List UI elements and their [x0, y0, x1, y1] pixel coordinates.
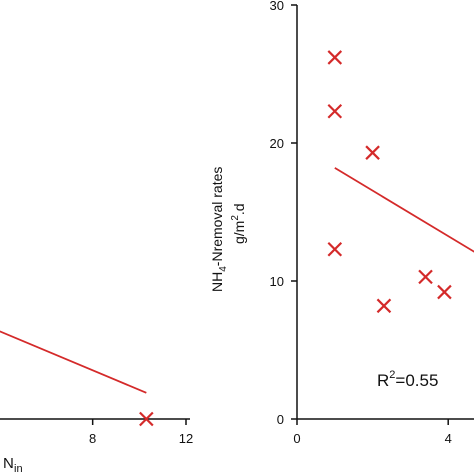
right-y-tick-label: 10: [270, 274, 284, 289]
right-data-point: [327, 103, 343, 119]
right-y-ticks: 0 10 20 30: [270, 0, 297, 427]
left-regression-line: [0, 330, 147, 394]
right-data-point: [376, 298, 392, 314]
left-x-tick-label: 12: [179, 431, 193, 446]
right-x-tick-label: 4: [445, 431, 452, 446]
r-squared-annotation: R2=0.55: [377, 369, 438, 390]
right-data-point: [327, 241, 343, 257]
right-y-label: NH4-Nremoval rates g/m2.d: [209, 167, 247, 292]
right-regression-line: [334, 167, 474, 253]
left-x-label: N in: [3, 455, 23, 474]
left-x-tick-label: 8: [89, 431, 96, 446]
right-y-label-line2: g/m2.d: [230, 203, 247, 244]
right-data-point: [418, 269, 433, 285]
left-panel: 8 12 N in: [0, 330, 193, 474]
left-x-ticks: 8 12: [89, 419, 193, 446]
right-y-tick-label: 30: [270, 0, 284, 13]
left-data-point: [139, 411, 154, 427]
right-y-label-line1: NH4-Nremoval rates: [209, 167, 229, 292]
right-y-tick-label: 20: [270, 136, 284, 151]
right-y-tick-label: 0: [277, 412, 284, 427]
right-x-tick-label: 0: [293, 431, 300, 446]
right-data-point: [365, 145, 380, 160]
left-fit-line: [0, 330, 147, 394]
right-data-point: [437, 284, 452, 300]
right-data-point: [327, 50, 343, 65]
left-points: [139, 411, 154, 427]
right-fit-line: [334, 167, 474, 253]
right-points: [327, 50, 452, 314]
left-x-label-main: N: [3, 455, 14, 472]
left-x-label-sub: in: [14, 463, 23, 474]
